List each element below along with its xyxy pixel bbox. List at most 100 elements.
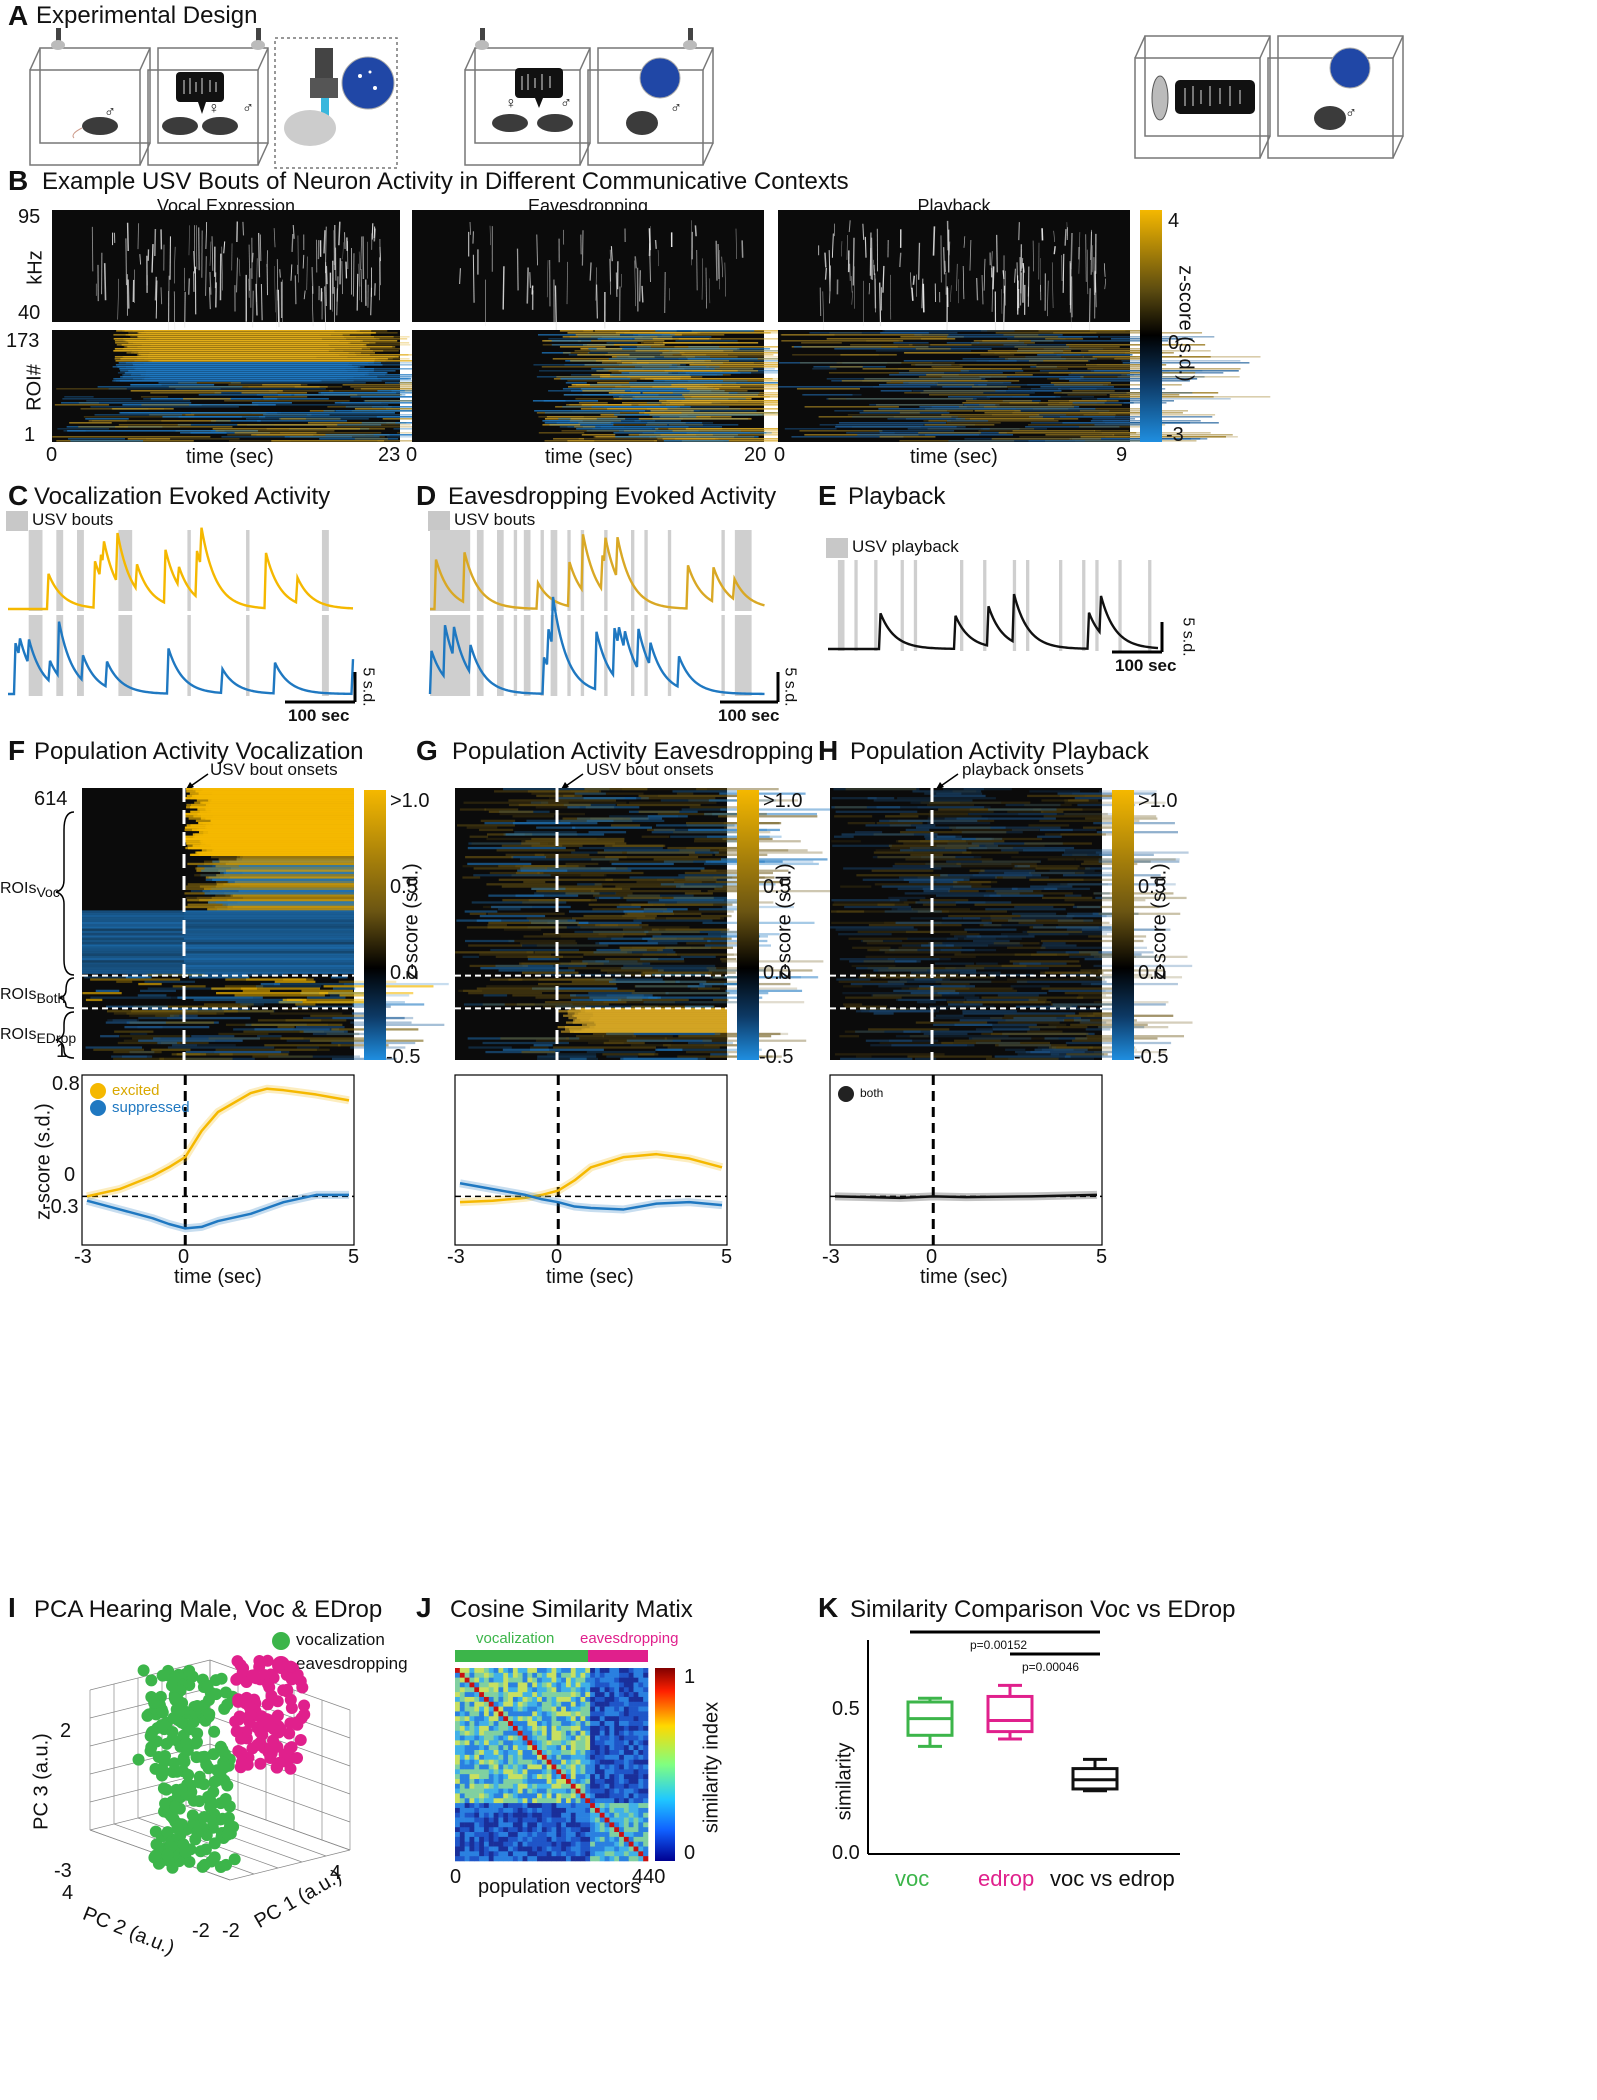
similarity-cell xyxy=(619,1721,625,1727)
similarity-cell xyxy=(599,1721,605,1727)
similarity-cell xyxy=(575,1798,581,1804)
similarity-cell xyxy=(619,1841,625,1847)
similarity-cell xyxy=(517,1822,523,1828)
x-label-h: time (sec) xyxy=(920,1266,1008,1288)
roi-activity-segment xyxy=(82,992,122,995)
similarity-cell xyxy=(575,1846,581,1852)
similarity-cell xyxy=(469,1817,475,1823)
roi-activity-segment xyxy=(844,1005,887,1008)
similarity-cell xyxy=(532,1807,538,1814)
similarity-cell xyxy=(580,1856,586,1862)
roi-activity-segment xyxy=(563,394,659,396)
similarity-cell xyxy=(493,1750,499,1756)
panel-j-label: J xyxy=(416,1592,432,1623)
similarity-cell xyxy=(469,1706,475,1712)
similarity-cell xyxy=(604,1668,610,1674)
similarity-cell xyxy=(590,1687,596,1693)
similarity-cell xyxy=(565,1827,572,1833)
similarity-cell xyxy=(498,1812,504,1818)
usv-syllable xyxy=(654,239,657,249)
roi-activity-segment xyxy=(833,788,920,791)
similarity-cell xyxy=(527,1759,533,1765)
similarity-cell xyxy=(546,1856,552,1862)
roi-activity-segment xyxy=(975,1028,1041,1031)
similarity-cell xyxy=(508,1836,514,1842)
similarity-cell xyxy=(537,1696,543,1703)
roi-activity-segment xyxy=(1030,878,1131,881)
panel-i-label: I xyxy=(8,1592,16,1623)
roi-activity-segment xyxy=(845,788,917,791)
roi-activity-segment xyxy=(1039,819,1140,822)
similarity-cell xyxy=(546,1706,552,1712)
roi-activity-segment xyxy=(936,880,959,884)
similarity-cell xyxy=(541,1701,547,1707)
similarity-cell xyxy=(556,1692,562,1698)
legend-both: both xyxy=(838,1086,883,1102)
group-bar-eavesdropping xyxy=(588,1650,648,1662)
roi-activity-segment xyxy=(897,908,913,911)
usv-syllable xyxy=(360,268,363,303)
roi-activity-segment xyxy=(537,1055,597,1058)
usv-syllable xyxy=(948,241,951,256)
similarity-cell xyxy=(541,1750,547,1756)
similarity-cell xyxy=(498,1725,504,1732)
similarity-cell xyxy=(474,1788,480,1794)
similarity-cell xyxy=(561,1692,567,1698)
similarity-cell xyxy=(469,1696,475,1703)
roi-activity-segment xyxy=(916,1001,936,1004)
roi-activity-segment xyxy=(924,835,962,838)
roi-activity-segment xyxy=(634,366,707,368)
roi-activity-segment xyxy=(144,980,196,983)
similarity-cell xyxy=(527,1807,533,1814)
roi-activity-segment xyxy=(719,792,806,795)
similarity-cell xyxy=(551,1788,557,1794)
roi-activity-segment xyxy=(526,917,572,920)
usv-syllable xyxy=(912,275,916,285)
pca-point-vocalization xyxy=(173,1704,186,1717)
roi-activity-segment xyxy=(1064,1055,1142,1058)
roi-activity-segment xyxy=(586,1050,656,1054)
roi-activity-segment xyxy=(948,396,1056,398)
roi-activity-segment xyxy=(832,903,909,906)
roi-activity-segment xyxy=(361,422,395,424)
similarity-cell xyxy=(565,1759,572,1765)
usv-syllable xyxy=(1047,280,1049,317)
roi-activity-segment xyxy=(572,826,653,829)
roi-activity-segment xyxy=(898,372,1003,374)
roi-activity-segment xyxy=(238,865,354,868)
roi-activity-segment xyxy=(873,833,914,836)
similarity-cell xyxy=(580,1827,586,1833)
similarity-cell xyxy=(570,1851,576,1857)
similarity-cell xyxy=(561,1793,567,1799)
similarity-cell xyxy=(474,1803,480,1809)
roi-activity-segment xyxy=(923,420,951,422)
usv-bout-shade xyxy=(667,615,672,696)
roi-activity-segment xyxy=(831,806,901,809)
usv-syllable xyxy=(1078,232,1081,274)
pca-point-vocalization xyxy=(221,1779,234,1792)
roi-activity-segment xyxy=(904,392,984,394)
similarity-cell xyxy=(537,1832,543,1838)
similarity-cell xyxy=(619,1793,625,1799)
similarity-cell xyxy=(512,1788,519,1794)
roi-activity-segment xyxy=(1011,856,1103,859)
similarity-cell xyxy=(585,1832,591,1838)
roi-activity-segment xyxy=(545,420,641,422)
similarity-cell xyxy=(522,1711,528,1717)
roi-activity-segment xyxy=(601,362,754,364)
roi-activity-segment xyxy=(551,344,614,346)
roi-heatmap-vocal xyxy=(52,330,533,442)
similarity-cell xyxy=(599,1769,605,1775)
roi-activity-segment xyxy=(572,1021,727,1024)
similarity-cell xyxy=(604,1803,610,1809)
usv-syllable xyxy=(379,239,381,286)
similarity-cell xyxy=(628,1788,634,1794)
usv-syllable xyxy=(371,223,374,240)
roi-activity-segment xyxy=(57,428,110,430)
similarity-cell xyxy=(459,1846,465,1852)
roi-activity-segment xyxy=(959,1019,1065,1022)
similarity-cell xyxy=(614,1764,620,1770)
roi-activity-segment xyxy=(990,914,1075,918)
roi-activity-segment xyxy=(1002,1032,1095,1036)
similarity-cell xyxy=(565,1812,572,1818)
